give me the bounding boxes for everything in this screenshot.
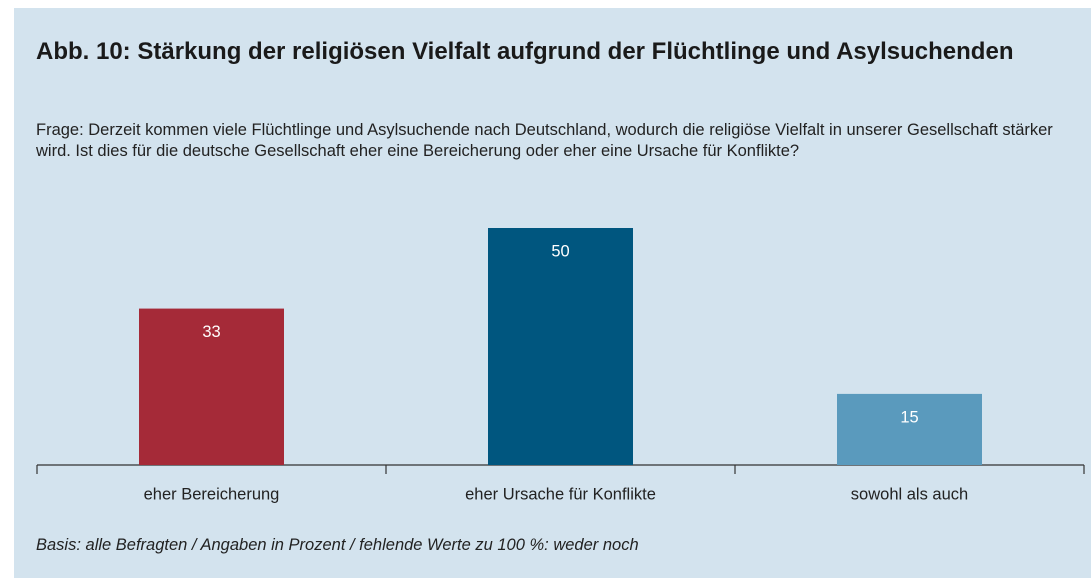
x-tick-label: eher Bereicherung bbox=[144, 485, 280, 503]
value-label: 15 bbox=[900, 408, 918, 426]
chart-subtitle: Frage: Derzeit kommen viele Flüchtlinge … bbox=[36, 121, 1053, 160]
chart-title: Abb. 10: Stärkung der religiösen Vielfal… bbox=[36, 38, 1014, 65]
value-label: 33 bbox=[202, 323, 220, 341]
bar bbox=[837, 393, 982, 465]
x-tick-label: sowohl als auch bbox=[851, 485, 968, 503]
x-tick-label: eher Ursache für Konflikte bbox=[465, 485, 656, 503]
bar bbox=[488, 228, 633, 465]
chart-note: Basis: alle Befragten / Angaben in Proze… bbox=[36, 536, 639, 554]
bar bbox=[139, 308, 284, 465]
value-label: 50 bbox=[551, 242, 569, 260]
